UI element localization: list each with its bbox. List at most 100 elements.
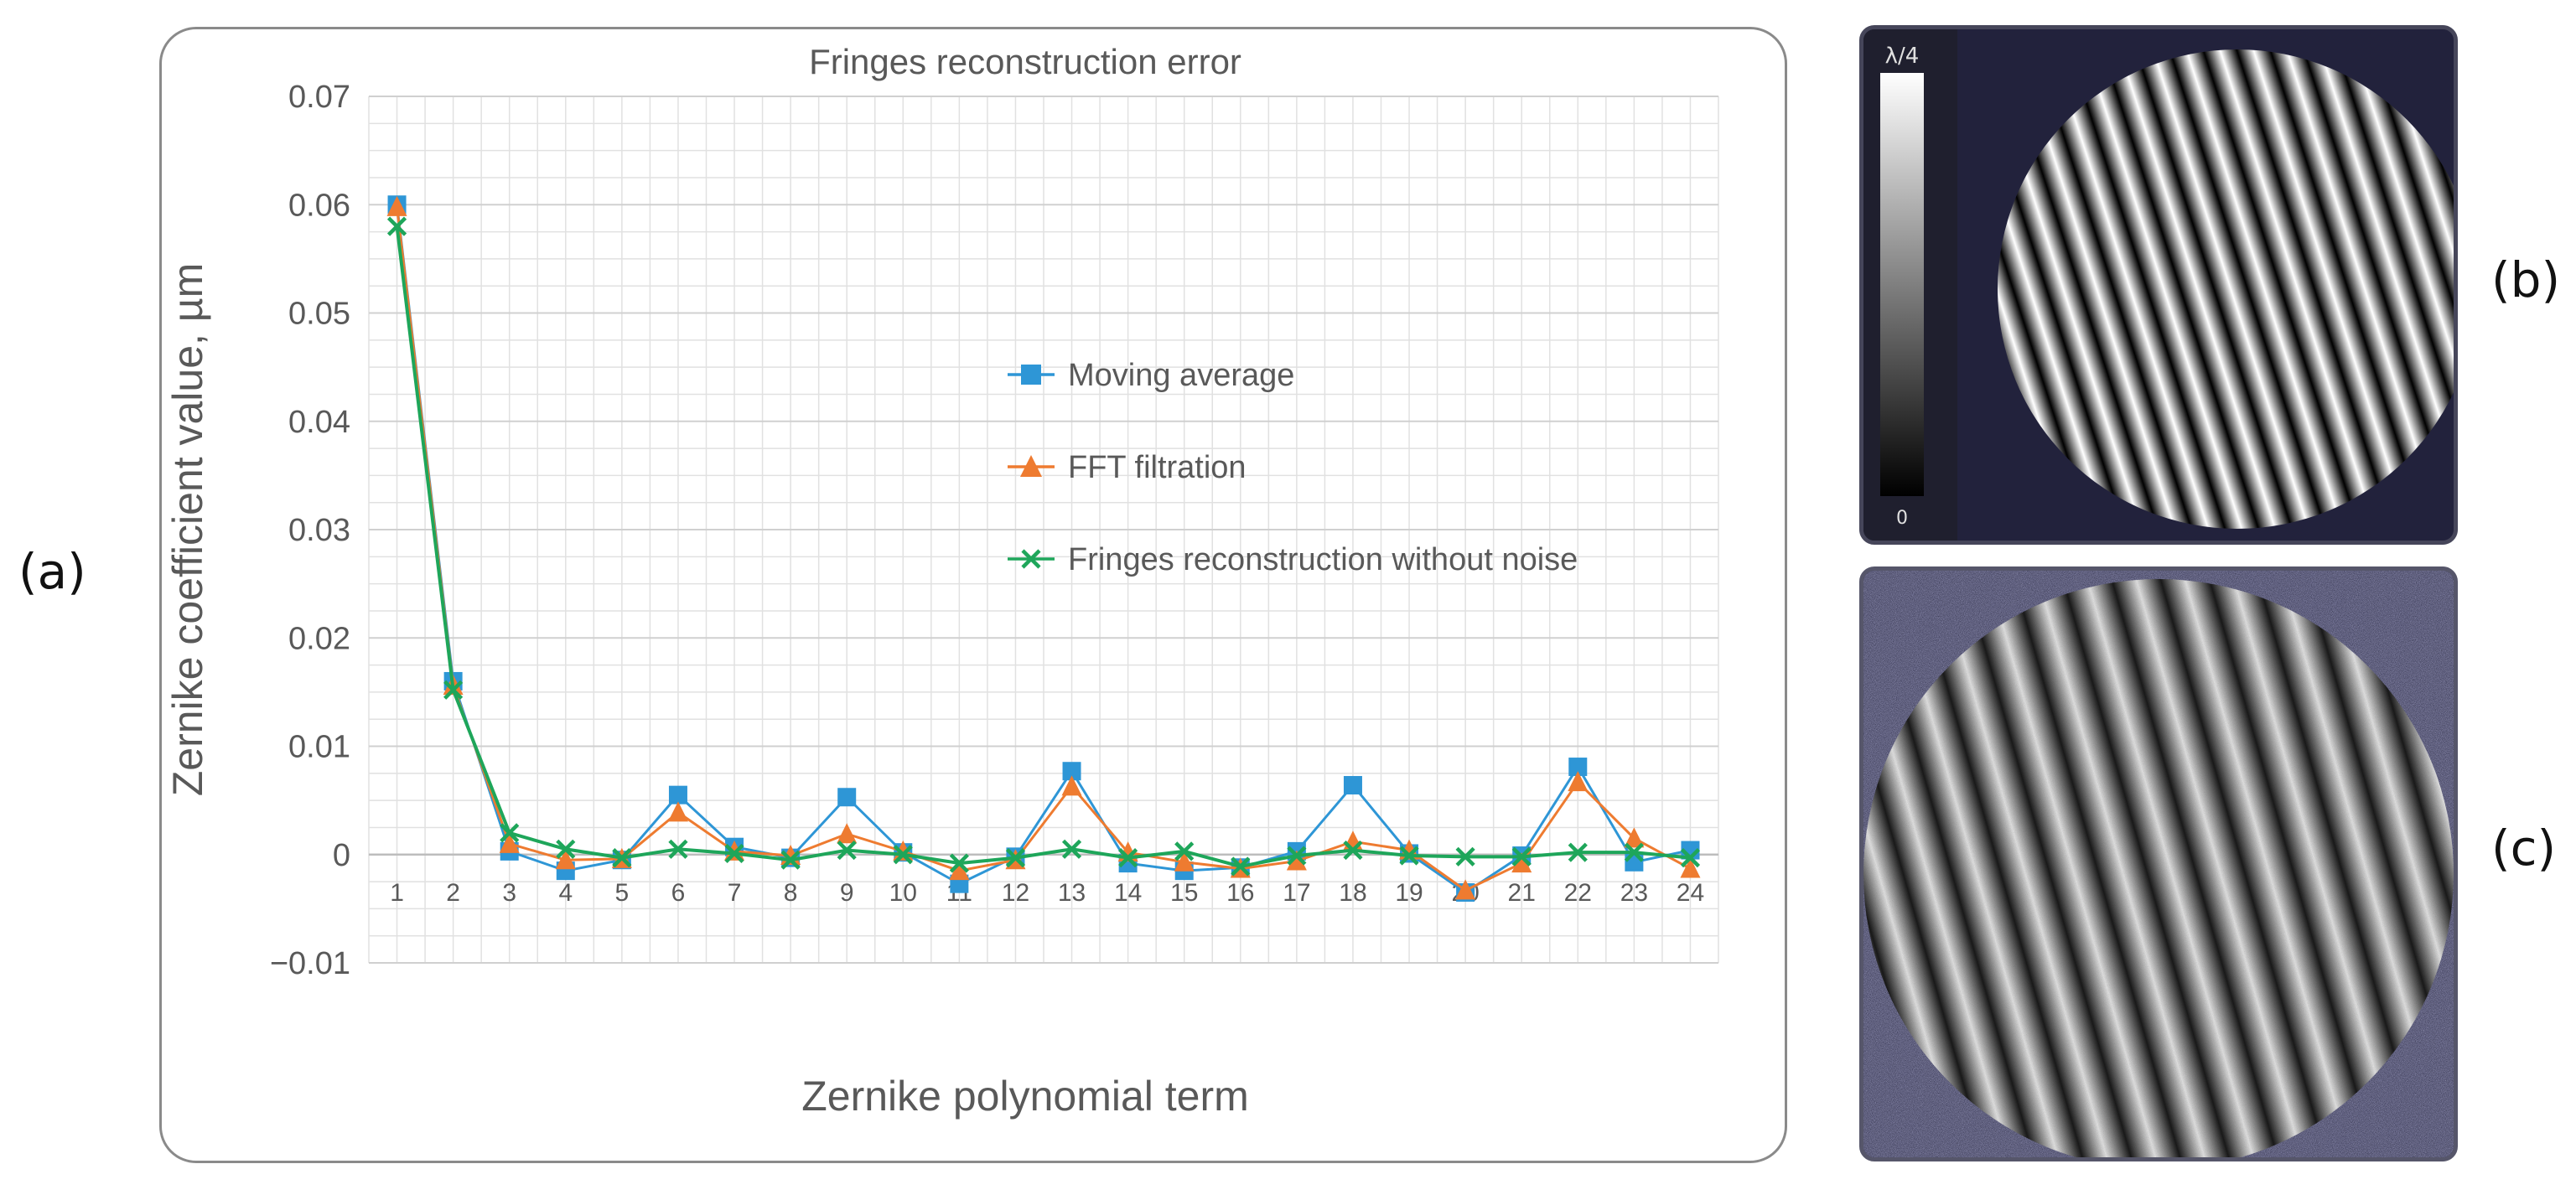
data-point [1455, 879, 1476, 900]
x-tick-label: 6 [671, 879, 686, 907]
data-point [1061, 839, 1082, 859]
data-point [1343, 776, 1362, 795]
noisy-fringe-disc [1863, 579, 2454, 1157]
x-axis-title: Zernike polynomial term [801, 1073, 1249, 1120]
data-point [1511, 846, 1532, 867]
chart-panel: −0.01 0 0.01 0.02 0.03 0.04 0.05 0.06 0.07 1 2 3 4 5 6… [159, 27, 1787, 1163]
data-point [555, 849, 576, 870]
grid [368, 96, 1719, 964]
data-point [949, 860, 970, 881]
data-point [1021, 549, 1041, 569]
data-point [1511, 852, 1532, 873]
series-line [395, 225, 1691, 869]
x-tick-label: 23 [1620, 879, 1648, 907]
fringe-stripes [1998, 49, 2454, 529]
data-point [1021, 365, 1041, 385]
x-tick-label: 19 [1395, 879, 1423, 907]
x-tick-label: 22 [1564, 879, 1592, 907]
panel-label-b: (b) [2491, 251, 2561, 308]
y-tick-label: 0.03 [288, 513, 350, 548]
data-point [1680, 857, 1701, 878]
data-point [837, 823, 858, 844]
data-point [1118, 848, 1138, 868]
data-point [1174, 851, 1195, 872]
y-tick-label: 0.06 [288, 188, 350, 223]
series-3 [386, 216, 1701, 877]
y-axis-title: Zernike coefficient value, µm [164, 263, 211, 797]
x-tick-label: 8 [784, 879, 798, 907]
x-tick-label: 4 [558, 879, 573, 907]
noisy-fringe-pattern-image [1859, 566, 2458, 1161]
data-point [1061, 775, 1082, 796]
y-tick-label: 0.07 [288, 80, 350, 115]
colorbar-bottom-label: 0 [1896, 508, 1908, 529]
y-tick-label: −0.01 [270, 946, 350, 981]
data-point [1020, 455, 1042, 477]
panel-label-a: (a) [18, 543, 86, 600]
x-tick-label: 17 [1283, 879, 1310, 907]
data-point [612, 848, 632, 868]
x-tick-label: 16 [1226, 879, 1254, 907]
series-line [396, 206, 1692, 892]
data-point [1568, 758, 1588, 777]
chart-title: Fringes reconstruction error [809, 42, 1241, 81]
x-tick-label: 9 [840, 879, 854, 907]
data-point [724, 843, 744, 864]
x-tick-label: 13 [1058, 879, 1086, 907]
y-tick-label: 0.04 [288, 405, 350, 440]
data-point [1005, 848, 1026, 868]
fringe-disc [1998, 49, 2454, 529]
y-tick-label: 0 [333, 838, 350, 873]
data-point [1568, 842, 1588, 862]
data-point [556, 839, 576, 859]
fringe-pattern-figure: λ/4 0 [1863, 29, 2454, 541]
data-point [499, 832, 520, 853]
legend: Moving average FFT filtration Fringes reco… [1008, 358, 1578, 577]
x-tick-label: 2 [446, 879, 460, 907]
noisy-fringe-pattern-figure [1863, 571, 2454, 1157]
x-tick-label: 18 [1339, 879, 1366, 907]
x-tick-label: 21 [1508, 879, 1536, 907]
data-point [386, 216, 407, 236]
x-tick-label: 10 [889, 879, 917, 907]
data-point [1062, 762, 1081, 781]
data-point [780, 850, 801, 870]
x-tick-label: 14 [1114, 879, 1142, 907]
y-tick-label: 0.02 [288, 621, 350, 656]
data-point [668, 785, 687, 804]
colorbar-top-label: λ/4 [1885, 44, 1920, 69]
data-point [386, 195, 407, 216]
x-tick-label: 1 [390, 879, 404, 907]
y-tick-label: 0.05 [288, 297, 350, 332]
data-point [500, 823, 520, 843]
x-tick-label: 24 [1677, 879, 1704, 907]
x-tick-label: 15 [1170, 879, 1198, 907]
legend-label: Fringes reconstruction without noise [1068, 542, 1578, 577]
data-point [443, 680, 464, 700]
fringe-pattern-image: λ/4 0 [1859, 25, 2458, 545]
data-point [837, 788, 857, 807]
data-point [1624, 827, 1645, 848]
x-tick-label: 5 [615, 879, 630, 907]
panel-label-c: (c) [2491, 820, 2557, 877]
data-point [1399, 846, 1419, 866]
x-tick-label: 7 [728, 879, 742, 907]
data-point [668, 839, 688, 859]
data-point [1174, 841, 1195, 861]
data-point [1455, 846, 1475, 867]
data-point [1568, 771, 1589, 792]
data-point [1680, 848, 1701, 868]
colorbar [1880, 73, 1924, 496]
legend-label: Moving average [1068, 358, 1294, 393]
data-point [1625, 852, 1644, 872]
x-tick-label: 3 [502, 879, 516, 907]
y-tick-label: 0.01 [288, 730, 350, 765]
data-point [1287, 846, 1307, 866]
data-point [837, 840, 857, 861]
noise-overlay [1863, 579, 2454, 1157]
legend-label: FFT filtration [1068, 450, 1247, 485]
data-point [949, 853, 969, 873]
data-point [1286, 850, 1307, 871]
data-point [1343, 840, 1363, 861]
